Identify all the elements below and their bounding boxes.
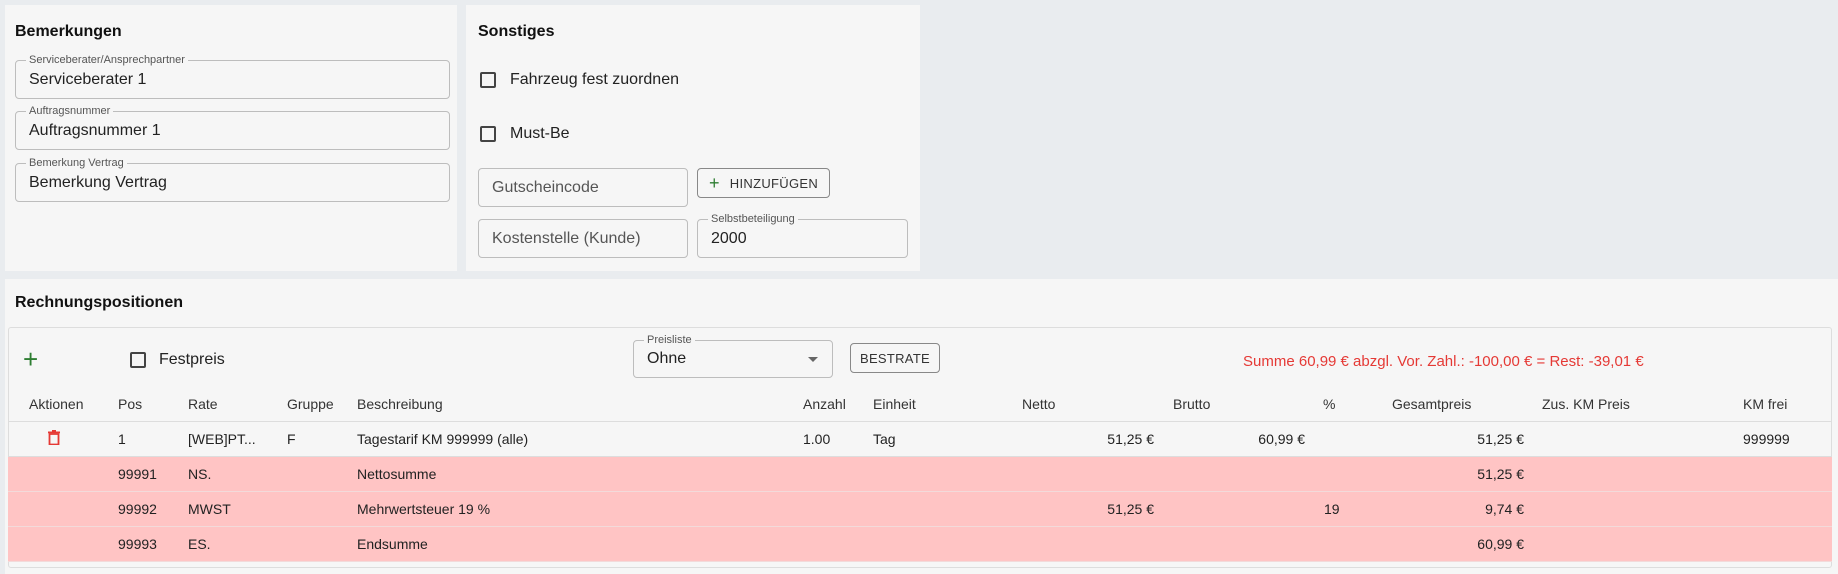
cell-rate: [WEB]PT... — [188, 431, 256, 447]
table-row[interactable]: 99992 MWST Mehrwertsteuer 19 % 51,25 € 19 9,7… — [8, 492, 1832, 527]
mustbe-checkbox[interactable] — [480, 126, 496, 142]
field-value: 2000 — [711, 229, 747, 247]
cell-beschreibung: Nettosumme — [357, 466, 437, 482]
col-aktionen: Aktionen — [29, 396, 84, 412]
dropdown-arrow-icon — [808, 357, 818, 362]
col-netto: Netto — [1022, 396, 1056, 412]
cell-netto: 51,25 € — [1107, 431, 1154, 447]
cell-gesamtpreis: 51,25 € — [1477, 431, 1524, 447]
cell-km_frei: 999999 — [1743, 431, 1790, 447]
hinzufuegen-button[interactable]: + HINZUFÜGEN — [697, 168, 830, 198]
cell-pos: 1 — [118, 431, 126, 447]
auftragsnummer-field[interactable]: Auftragsnummer Auftragsnummer 1 — [15, 104, 450, 150]
preisliste-select[interactable]: Preisliste Ohne — [633, 333, 833, 378]
add-position-icon[interactable]: + — [23, 344, 39, 374]
cell-rate: NS. — [188, 466, 212, 482]
col-anzahl: Anzahl — [803, 396, 846, 412]
sonstiges-panel: Sonstiges Fahrzeug fest zuordnen Must-Be… — [466, 5, 920, 271]
placeholder: Kostenstelle (Kunde) — [492, 229, 641, 247]
table-row[interactable]: 99993 ES. Endsumme 60,99 € — [8, 527, 1832, 562]
kostenstelle-input[interactable]: Kostenstelle (Kunde) — [478, 219, 688, 258]
col-beschreibung: Beschreibung — [357, 396, 443, 412]
field-label: Bemerkung Vertrag — [26, 156, 127, 170]
field-value: Ohne — [647, 350, 687, 367]
cell-gesamtpreis: 60,99 € — [1477, 536, 1524, 552]
col-gesamtpreis: Gesamtpreis — [1392, 396, 1472, 412]
field-value: Serviceberater 1 — [29, 70, 147, 88]
field-value: Bemerkung Vertrag — [29, 173, 167, 191]
festpreis-checkbox[interactable] — [130, 352, 146, 368]
field-label: Auftragsnummer — [26, 104, 114, 118]
col-rate: Rate — [188, 396, 218, 412]
cell-anzahl: 1.00 — [803, 431, 831, 447]
col-prozent: % — [1323, 396, 1336, 412]
bemerkung-vertrag-field[interactable]: Bemerkung Vertrag Bemerkung Vertrag — [15, 156, 450, 202]
cell-rate: ES. — [188, 536, 211, 552]
table-header: Aktionen Pos Rate Gruppe Beschreibung An… — [8, 387, 1832, 422]
cell-beschreibung: Mehrwertsteuer 19 % — [357, 501, 491, 517]
mustbe-label: Must-Be — [510, 125, 570, 142]
plus-icon: + — [708, 172, 720, 193]
serviceberater-field[interactable]: Serviceberater/Ansprechpartner Servicebe… — [15, 53, 450, 99]
bemerkungen-panel: Bemerkungen Serviceberater/Ansprechpartn… — [5, 5, 457, 271]
field-label: Selbstbeteiligung — [708, 212, 798, 226]
gutscheincode-input[interactable]: Gutscheincode — [478, 168, 688, 207]
field-label: Serviceberater/Ansprechpartner — [26, 53, 188, 67]
col-brutto: Brutto — [1173, 396, 1211, 412]
cell-gesamtpreis: 9,74 € — [1485, 501, 1524, 517]
cell-brutto: 60,99 € — [1258, 431, 1305, 447]
fahrzeug-label: Fahrzeug fest zuordnen — [510, 71, 679, 88]
cell-pos: 99992 — [118, 501, 157, 517]
rechnung-title: Rechnungspositionen — [15, 294, 183, 311]
selbstbeteiligung-input[interactable]: Selbstbeteiligung 2000 — [697, 212, 908, 258]
col-km-frei: KM frei — [1743, 396, 1788, 412]
cell-einheit: Tag — [873, 431, 896, 447]
cell-netto: 51,25 € — [1107, 501, 1154, 517]
sonstiges-title: Sonstiges — [478, 23, 555, 40]
bemerkungen-title: Bemerkungen — [15, 23, 122, 40]
cell-beschreibung: Tagestarif KM 999999 (alle) — [357, 431, 529, 447]
cell-beschreibung: Endsumme — [357, 536, 428, 552]
cell-pos: 99991 — [118, 466, 157, 482]
table-row[interactable]: 99991 NS. Nettosumme 51,25 € — [8, 457, 1832, 492]
field-value: Auftragsnummer 1 — [29, 121, 161, 139]
summary-text: Summe 60,99 € abzgl. Vor. Zahl.: -100,00… — [1243, 353, 1644, 370]
col-pos: Pos — [118, 396, 143, 412]
cell-rate: MWST — [188, 501, 231, 517]
festpreis-label: Festpreis — [159, 351, 225, 368]
button-label: BESTRATE — [859, 350, 931, 366]
col-einheit: Einheit — [873, 396, 916, 412]
cell-prozent: 19 — [1324, 501, 1340, 517]
placeholder: Gutscheincode — [492, 178, 599, 196]
table-row[interactable]: 1 [WEB]PT... F Tagestarif KM 999999 (alle) 1… — [8, 422, 1832, 457]
cell-gesamtpreis: 51,25 € — [1477, 466, 1524, 482]
button-label: HINZUFÜGEN — [729, 175, 819, 191]
fahrzeug-checkbox[interactable] — [480, 72, 496, 88]
field-label: Preisliste — [644, 333, 695, 347]
col-zus-km: Zus. KM Preis — [1542, 396, 1630, 412]
bestrate-button[interactable]: BESTRATE — [850, 343, 940, 373]
delete-icon[interactable] — [48, 430, 60, 448]
col-gruppe: Gruppe — [287, 396, 334, 412]
cell-gruppe: F — [287, 431, 296, 447]
cell-pos: 99993 — [118, 536, 157, 552]
